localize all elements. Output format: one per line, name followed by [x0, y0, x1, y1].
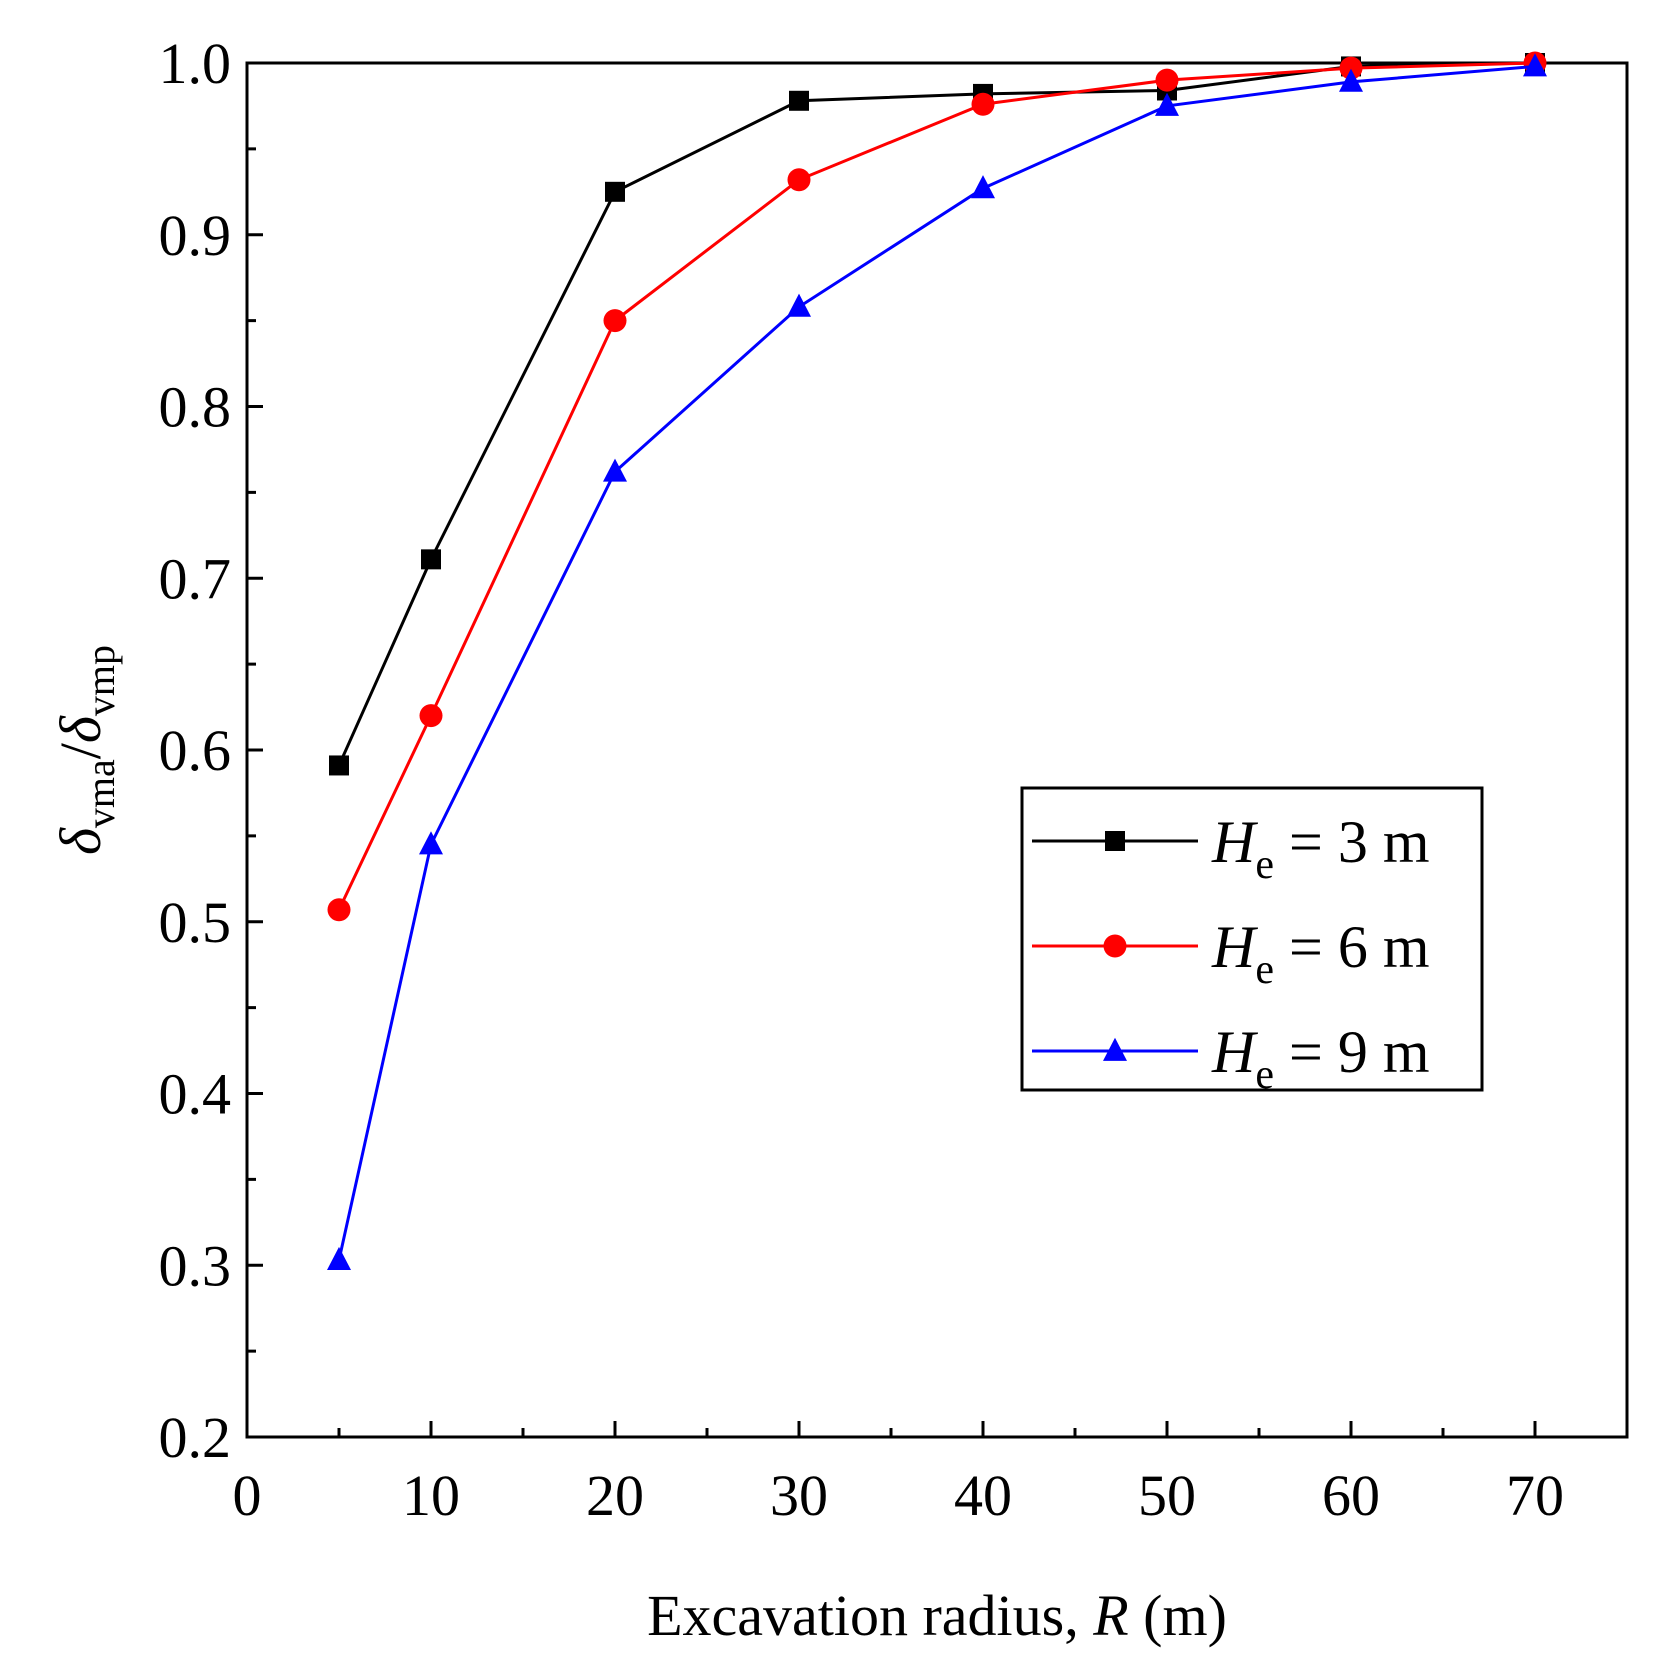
- legend-text: = 9 m: [1274, 1019, 1430, 1085]
- data-point: [789, 90, 809, 111]
- y-tick-label: 0.2: [159, 1405, 232, 1470]
- legend-label: He = 3 m: [1211, 809, 1430, 888]
- y-tick-label: 0.6: [159, 718, 232, 783]
- legend-entry-2: He = 6 m: [1032, 914, 1430, 993]
- x-axis-title: Excavation radius, R (m): [647, 1583, 1227, 1648]
- series-1: [329, 53, 1545, 776]
- y-tick-label: 0.5: [159, 890, 232, 955]
- legend-text: = 6 m: [1274, 914, 1430, 980]
- data-point: [1155, 68, 1179, 92]
- data-point: [971, 92, 995, 116]
- y-tick-label: 0.7: [159, 546, 232, 611]
- data-point: [787, 293, 811, 317]
- y-tick-label: 0.8: [159, 375, 232, 440]
- series-line: [337, 61, 1536, 911]
- data-point: [327, 898, 351, 922]
- data-point: [1523, 53, 1547, 77]
- legend-symbol: H: [1211, 809, 1259, 875]
- y-axis-title-den-sub: vmp: [78, 645, 123, 716]
- legend-sub: e: [1255, 1052, 1274, 1098]
- series-2: [327, 51, 1547, 922]
- legend-sub: e: [1255, 947, 1274, 993]
- series-layer: [327, 51, 1547, 1270]
- data-point: [421, 549, 441, 570]
- x-tick-label: 20: [586, 1463, 644, 1528]
- legend-entry-1: He = 3 m: [1032, 809, 1430, 888]
- legend-marker: [1103, 1037, 1127, 1061]
- x-tick-label: 30: [770, 1463, 828, 1528]
- y-tick-label: 0.3: [159, 1233, 232, 1298]
- y-tick-label: 0.9: [159, 203, 232, 268]
- legend: He = 3 mHe = 6 mHe = 9 m: [1020, 786, 1484, 1098]
- data-point: [603, 309, 627, 333]
- x-tick-label: 50: [1138, 1463, 1196, 1528]
- legend-symbol: H: [1211, 914, 1259, 980]
- y-axis-title-den-symbol: δ: [48, 715, 113, 743]
- data-point: [419, 831, 443, 855]
- x-axis-title-symbol: R: [1092, 1583, 1128, 1648]
- legend-marker: [1105, 831, 1125, 851]
- legend-entry-3: He = 9 m: [1032, 1019, 1430, 1098]
- x-axis-title-prefix: Excavation radius,: [647, 1583, 1093, 1648]
- x-tick-label: 10: [402, 1463, 460, 1528]
- x-tick-label: 40: [954, 1463, 1012, 1528]
- axes: 0 10 20 30 40 50 60 70 0.2 0.3 0.4 0.5 0.6 0.7 0.8 0.9 1…: [48, 31, 1629, 1648]
- x-tick-label: 0: [233, 1463, 262, 1528]
- legend-label: He = 9 m: [1211, 1019, 1430, 1098]
- legend-sub: e: [1255, 842, 1274, 888]
- legend-text: = 3 m: [1274, 809, 1430, 875]
- series-line: [337, 64, 1536, 1261]
- x-axis-title-suffix: (m): [1129, 1583, 1227, 1648]
- data-point: [787, 168, 811, 192]
- x-tick-label: 60: [1322, 1463, 1380, 1528]
- x-tick-label: 70: [1506, 1463, 1564, 1528]
- data-point: [1339, 68, 1363, 92]
- data-point: [605, 181, 625, 202]
- legend-box: [1020, 786, 1484, 1092]
- data-point: [329, 755, 349, 776]
- series-3: [327, 53, 1547, 1270]
- y-tick-label: 0.4: [159, 1062, 232, 1127]
- data-point: [603, 458, 627, 482]
- data-point: [971, 175, 995, 199]
- y-tick-label: 1.0: [159, 31, 232, 96]
- legend-marker: [1103, 934, 1127, 958]
- y-axis-title-slash: /: [48, 742, 113, 759]
- data-point: [1339, 56, 1363, 80]
- y-axis-title: δvma/δvmp: [48, 645, 123, 855]
- data-point: [419, 704, 443, 728]
- data-point: [1155, 92, 1179, 116]
- plot-frame: [245, 61, 1629, 1439]
- plot-area: [245, 61, 1629, 1439]
- y-axis-title-num-sub: vma: [78, 759, 123, 828]
- y-axis-title-num-symbol: δ: [48, 827, 113, 855]
- data-point: [327, 1246, 351, 1270]
- legend-label: He = 6 m: [1211, 914, 1430, 993]
- series-line: [337, 61, 1536, 767]
- legend-symbol: H: [1211, 1019, 1259, 1085]
